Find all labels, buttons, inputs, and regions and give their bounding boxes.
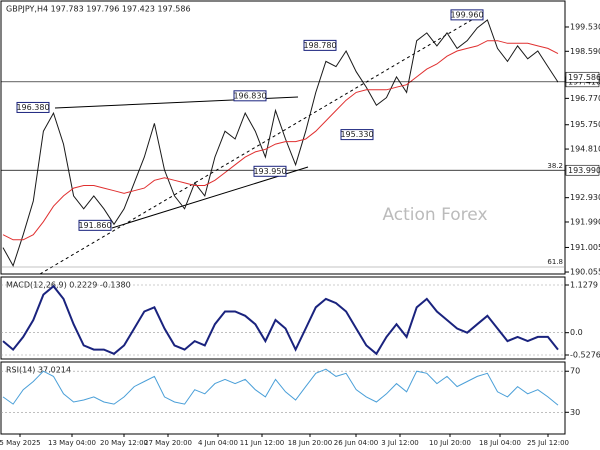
rsi-panel [0, 361, 566, 435]
price-box [565, 71, 600, 83]
annotation: 191.860 [78, 221, 111, 230]
y-tick-label: 192.930 [570, 193, 600, 202]
series-line [2, 284, 559, 356]
annotation: 196.380 [16, 103, 49, 112]
watermark: Action Forex [382, 205, 487, 225]
x-tick-label: 13 May 04:00 [48, 439, 96, 447]
y-tick-label: 70 [570, 367, 580, 376]
header: GBPJPY,H4 197.783 197.796 197.423 197.58… [6, 5, 191, 14]
annotation-box [233, 90, 267, 102]
y-tick-label: 194.810 [570, 145, 600, 154]
x-tick-label: 27 May 20:00 [144, 439, 192, 447]
annotation-box [450, 9, 484, 21]
y-tick-label: 30 [570, 408, 580, 417]
fib-label: 38.2 [547, 162, 563, 170]
x-tick-label: 20 May 12:00 [100, 439, 148, 447]
annotation-box [340, 129, 374, 141]
series-line [2, 368, 559, 406]
x-tick-label: 4 Jun 04:00 [198, 439, 238, 447]
annotation: 196.830 [233, 91, 266, 100]
y-tick-label: 1.1279 [570, 280, 598, 289]
x-tick-label: 18 Jun 20:00 [288, 439, 332, 447]
y-tick-label: 195.750 [570, 120, 600, 129]
series-line [2, 19, 559, 267]
panel-title: MACD(12,26,9) 0.2229 -0.1380 [6, 281, 131, 290]
annotation-box [78, 219, 112, 231]
panel-title: RSI(14) 37.0214 [6, 366, 71, 375]
y-tick-label: 190.055 [570, 268, 600, 277]
y-tick-label: 196.770 [570, 94, 600, 103]
y-tick-label: 0.0 [570, 328, 583, 337]
annotation-box [16, 101, 50, 113]
macd-panel [0, 276, 566, 360]
x-tick-label: 3 Jul 12:00 [381, 439, 419, 447]
y-tick-label: 191.005 [570, 243, 600, 252]
x-tick-label: 10 Jul 20:00 [429, 439, 471, 447]
x-tick-label: 11 Jun 12:00 [240, 439, 284, 447]
price-box [565, 164, 600, 176]
y-tick-label: -0.5276 [570, 350, 600, 359]
annotation: 193.950 [253, 167, 286, 176]
annotation: 199.960 [450, 10, 483, 19]
fib-label: 61.8 [547, 258, 563, 266]
x-tick-label: 5 May 2025 [0, 439, 41, 447]
annotation-box [303, 39, 337, 51]
x-tick-label: 18 Jul 04:00 [479, 439, 521, 447]
level-label: 193.990 [568, 166, 600, 175]
last-price: 197.586 [568, 73, 600, 82]
main-panel [0, 0, 566, 275]
series-line [2, 40, 559, 241]
y-tick-label: 199.530 [570, 22, 600, 31]
x-tick-label: 25 Jul 12:00 [527, 439, 569, 447]
y-tick-label: 198.590 [570, 47, 600, 56]
y-tick-label: 191.990 [570, 217, 600, 226]
annotation-box [253, 165, 287, 177]
annotation: 198.780 [303, 41, 336, 50]
annotation: 195.330 [340, 130, 373, 139]
trendline [111, 166, 309, 229]
trendline [39, 17, 476, 275]
x-tick-label: 26 Jun 04:00 [334, 439, 378, 447]
